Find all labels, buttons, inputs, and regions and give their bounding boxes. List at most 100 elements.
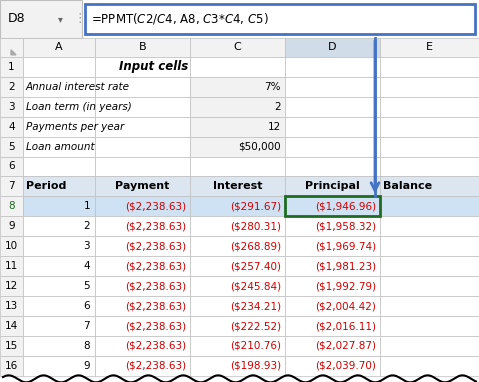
Text: ⋮: ⋮ (73, 13, 85, 26)
Text: ($198.93): ($198.93) (230, 361, 281, 371)
Bar (95, 176, 190, 196)
Bar (95, 276, 190, 296)
Bar (190, 216, 285, 236)
Bar (23, 256, 95, 276)
Bar (23, 356, 95, 376)
Text: Annual interest rate: Annual interest rate (26, 82, 130, 92)
Text: Payments per year: Payments per year (26, 121, 124, 132)
Bar (285, 316, 380, 336)
Bar (190, 57, 285, 77)
Text: 9: 9 (83, 361, 90, 371)
Text: 8: 8 (8, 201, 15, 211)
Text: ($2,039.70): ($2,039.70) (315, 361, 376, 371)
Text: 5: 5 (83, 281, 90, 291)
Text: 9: 9 (8, 221, 15, 231)
Bar (23, 316, 95, 336)
Bar (95, 296, 190, 316)
Text: D8: D8 (8, 13, 25, 26)
Bar (23, 157, 95, 176)
Bar (285, 216, 380, 236)
Bar (23, 276, 95, 296)
Bar (95, 256, 190, 276)
Bar (23, 97, 95, 117)
Bar (285, 356, 380, 376)
Text: ($268.89): ($268.89) (230, 241, 281, 251)
Text: 14: 14 (5, 321, 18, 331)
Text: ($2,238.63): ($2,238.63) (125, 221, 186, 231)
Bar (0, 216, 23, 236)
Text: 16: 16 (5, 361, 18, 371)
Text: ($2,016.11): ($2,016.11) (315, 321, 376, 331)
Bar (285, 77, 380, 97)
Bar (380, 216, 479, 236)
Text: 11: 11 (5, 261, 18, 271)
Bar (0, 97, 23, 117)
Text: ($2,238.63): ($2,238.63) (125, 321, 186, 331)
Text: 5: 5 (8, 142, 15, 152)
Bar (95, 38, 190, 57)
Bar (95, 97, 190, 117)
Text: 10: 10 (5, 241, 18, 251)
Bar (0, 38, 23, 57)
Bar (285, 256, 380, 276)
Bar (285, 276, 380, 296)
Bar (380, 137, 479, 157)
Bar (285, 137, 380, 157)
Text: A: A (55, 42, 63, 52)
Bar (190, 196, 285, 216)
Bar (380, 356, 479, 376)
Bar (0, 176, 23, 196)
Bar (23, 176, 95, 196)
Bar (0, 236, 23, 256)
Text: 6: 6 (8, 162, 15, 172)
Text: ($2,004.42): ($2,004.42) (315, 301, 376, 311)
Text: ($234.21): ($234.21) (230, 301, 281, 311)
Bar (285, 196, 380, 216)
Bar (380, 316, 479, 336)
Bar (380, 157, 479, 176)
Bar (0, 57, 23, 77)
Bar (380, 336, 479, 356)
Text: Balance: Balance (383, 181, 432, 191)
Text: ($2,238.63): ($2,238.63) (125, 281, 186, 291)
Text: Input cells: Input cells (119, 60, 189, 73)
Text: 2: 2 (274, 102, 281, 112)
Bar (285, 97, 380, 117)
Text: ($222.52): ($222.52) (230, 321, 281, 331)
Bar (380, 236, 479, 256)
Bar (380, 97, 479, 117)
Text: =PPMT($C$2/$C$4, A8, $C$3*$C$4, $C$5): =PPMT($C$2/$C$4, A8, $C$3*$C$4, $C$5) (91, 11, 269, 26)
Text: ($1,969.74): ($1,969.74) (315, 241, 376, 251)
Text: 2: 2 (83, 221, 90, 231)
Bar (0, 256, 23, 276)
Bar (95, 196, 190, 216)
Text: ($2,027.87): ($2,027.87) (315, 341, 376, 351)
Text: 2: 2 (8, 82, 15, 92)
Bar (0, 157, 23, 176)
Bar (190, 296, 285, 316)
Bar (95, 236, 190, 256)
Bar (23, 137, 95, 157)
Text: Principal: Principal (305, 181, 360, 191)
Bar (23, 38, 95, 57)
Text: ($257.40): ($257.40) (230, 261, 281, 271)
Bar (380, 77, 479, 97)
Bar (190, 176, 285, 196)
Bar (95, 117, 190, 137)
Bar (190, 316, 285, 336)
Polygon shape (11, 50, 16, 55)
Text: ($1,958.32): ($1,958.32) (315, 221, 376, 231)
Text: 1: 1 (8, 62, 15, 72)
Text: ($2,238.63): ($2,238.63) (125, 301, 186, 311)
Text: ($2,238.63): ($2,238.63) (125, 341, 186, 351)
Text: 3: 3 (8, 102, 15, 112)
Bar (285, 236, 380, 256)
Text: 7: 7 (83, 321, 90, 331)
Bar (0, 296, 23, 316)
Text: ($245.84): ($245.84) (230, 281, 281, 291)
Bar (0, 356, 23, 376)
Bar (380, 38, 479, 57)
Bar (380, 256, 479, 276)
Bar (285, 117, 380, 137)
Bar (95, 137, 190, 157)
